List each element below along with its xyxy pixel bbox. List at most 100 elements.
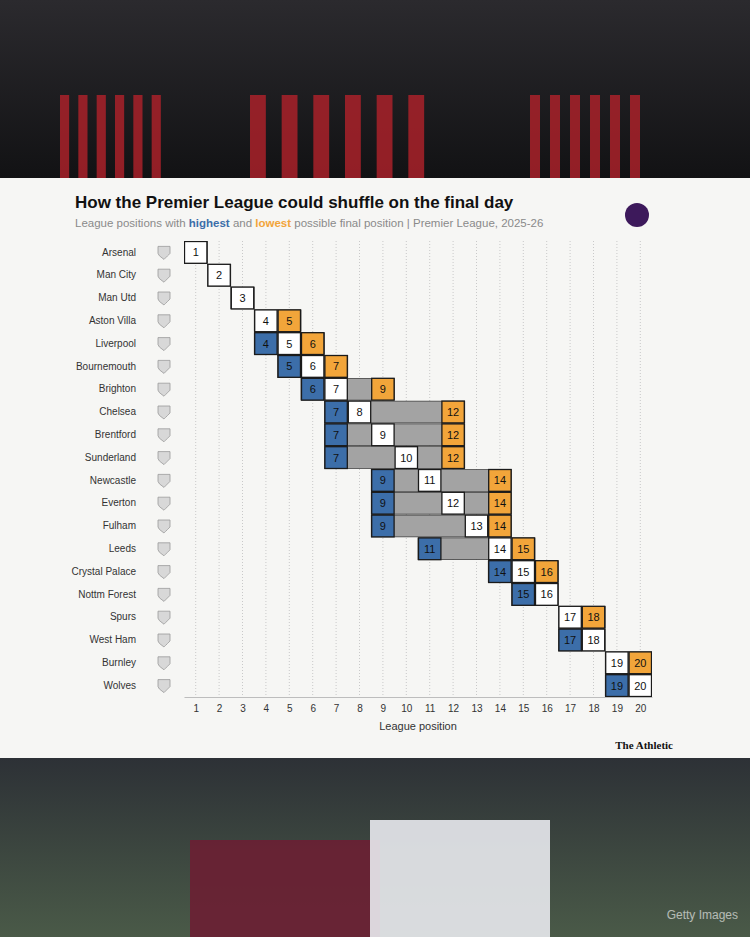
cell-label: 4 — [263, 338, 269, 350]
grid-line — [616, 241, 617, 697]
cell-label: 7 — [333, 452, 339, 464]
photo-shape — [570, 95, 580, 178]
current-cell — [419, 470, 441, 492]
range-bar — [371, 492, 511, 514]
cell-label: 10 — [400, 452, 412, 464]
grid-line — [546, 241, 547, 697]
range-bar — [254, 310, 301, 332]
subtitle: League positions with highest and lowest… — [75, 217, 543, 229]
crest — [158, 588, 170, 601]
y-tick: Spurs — [110, 611, 140, 622]
current-cell — [325, 378, 347, 400]
crest — [158, 292, 170, 305]
chart: How the Premier League could shuffle on … — [0, 0, 750, 937]
cell-label: 18 — [587, 634, 599, 646]
cell-label: 4 — [263, 315, 269, 327]
y-tick: Brighton — [99, 383, 140, 394]
x-tick: 20 — [635, 697, 647, 714]
crest — [158, 315, 170, 328]
cell-label: 1 — [193, 246, 199, 258]
x-tick: 10 — [401, 697, 413, 714]
current-cell — [255, 310, 277, 332]
photo-shape — [313, 95, 329, 178]
range-bar — [512, 584, 559, 606]
y-tick-label: Aston Villa — [89, 315, 137, 326]
photo-shape — [530, 95, 540, 178]
cell-label: 9 — [380, 429, 386, 441]
y-tick: Man City — [97, 269, 140, 280]
photo-top — [0, 0, 750, 178]
y-tick: Wolves — [103, 680, 140, 691]
current-cell — [606, 652, 628, 674]
cell-label: 7 — [333, 360, 339, 372]
photo-shape — [190, 840, 380, 937]
x-tick-label: 15 — [518, 703, 530, 714]
cell-label: 9 — [380, 497, 386, 509]
data-labels: 1235446557669771287129712109141191412914… — [193, 246, 647, 691]
photo-shape — [115, 95, 124, 178]
cell-label: 6 — [310, 338, 316, 350]
y-tick-label: Brentford — [95, 429, 136, 440]
range-bar — [558, 606, 605, 628]
x-tick-label: 2 — [217, 703, 223, 714]
highest-cell — [606, 675, 628, 697]
crest — [158, 383, 170, 396]
crest — [158, 566, 170, 579]
cell-label: 9 — [380, 383, 386, 395]
x-tick: 7 — [334, 697, 340, 714]
photo-shape — [408, 95, 424, 178]
y-tick-label: Bournemouth — [76, 361, 136, 372]
x-tick: 16 — [542, 697, 554, 714]
photo-shape — [630, 95, 640, 178]
x-tick-label: 14 — [495, 703, 507, 714]
range-bar — [324, 447, 464, 469]
crest — [158, 429, 170, 442]
y-tick: Bournemouth — [76, 361, 140, 372]
y-tick-label: Everton — [102, 497, 136, 508]
highest-cell — [255, 333, 277, 355]
x-tick-label: 4 — [264, 703, 270, 714]
y-axis-line — [140, 242, 141, 698]
x-tick-label: 9 — [381, 703, 387, 714]
lowest-cell — [489, 470, 511, 492]
x-axis: 1234567891011121314151617181920 — [185, 697, 653, 714]
lowest-cell — [512, 538, 534, 560]
highest-cell — [419, 538, 441, 560]
cell-label: 17 — [564, 634, 576, 646]
x-tick: 2 — [217, 697, 223, 714]
x-tick: 5 — [287, 697, 293, 714]
y-tick: Aston Villa — [89, 315, 140, 326]
x-tick-label: 3 — [240, 703, 246, 714]
photo-shape — [78, 95, 87, 178]
x-tick: 6 — [310, 697, 316, 714]
x-tick: 15 — [518, 697, 530, 714]
y-tick: Brentford — [95, 429, 140, 440]
current-cell — [559, 606, 581, 628]
cell-label: 9 — [380, 520, 386, 532]
y-tick-label: Chelsea — [99, 406, 136, 417]
current-cell — [185, 242, 207, 264]
photo-shape — [370, 820, 550, 937]
crest — [158, 611, 170, 624]
highest-cell — [512, 584, 534, 606]
y-tick-label: Leeds — [109, 543, 136, 554]
cell-label: 7 — [333, 406, 339, 418]
cell-label: 12 — [447, 429, 459, 441]
y-tick: Newcastle — [90, 475, 140, 486]
grid-line — [312, 241, 313, 697]
source: The Athletic — [615, 739, 673, 751]
lowest-cell — [325, 356, 347, 378]
y-tick: Man Utd — [98, 292, 140, 303]
x-tick: 8 — [357, 697, 363, 714]
crest — [158, 634, 170, 647]
y-tick-label: Spurs — [110, 611, 136, 622]
highest-cell — [372, 515, 394, 537]
x-tick: 9 — [381, 697, 387, 714]
y-tick: Everton — [102, 497, 140, 508]
photo-shape — [152, 95, 161, 178]
crest — [158, 406, 170, 419]
x-tick: 11 — [425, 697, 436, 714]
cell-label: 5 — [286, 360, 292, 372]
cell-label: 13 — [470, 520, 482, 532]
lowest-cell — [489, 492, 511, 514]
